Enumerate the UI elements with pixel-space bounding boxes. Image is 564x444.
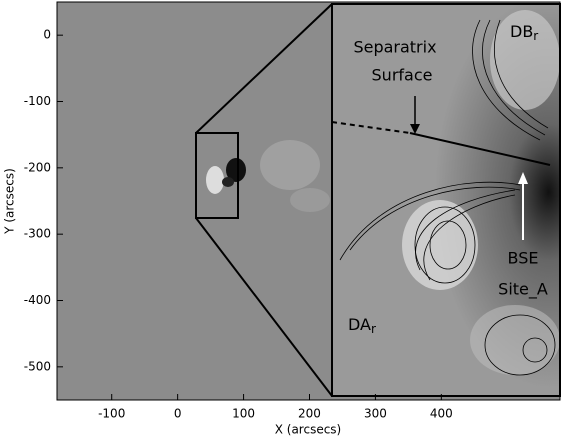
y-tick-label: -200 xyxy=(24,160,51,174)
x-tick-label: 0 xyxy=(174,407,182,421)
x-axis-label: X (arcsecs) xyxy=(275,423,342,437)
x-tick-label: 200 xyxy=(298,407,321,421)
plot-frame xyxy=(56,1,561,401)
zoom-line xyxy=(195,217,333,397)
annotation: DBr xyxy=(510,22,538,43)
y-tick-label: -300 xyxy=(24,227,51,241)
x-tick-label: 400 xyxy=(430,407,453,421)
annotation: Surface xyxy=(372,66,433,85)
zoom-line xyxy=(195,3,333,134)
zoom-box xyxy=(195,132,239,219)
y-tick-label: -500 xyxy=(24,359,51,373)
x-tick-label: 100 xyxy=(232,407,255,421)
annotation: Separatrix xyxy=(353,38,436,57)
y-axis-label: Y (arcsecs) xyxy=(3,168,17,235)
annotation: Site_A xyxy=(498,280,548,300)
y-tick-label: -100 xyxy=(24,94,51,108)
active-region xyxy=(206,140,330,212)
annotation: BSE xyxy=(508,249,539,268)
annotation: DAr xyxy=(348,315,376,336)
x-tick-label: 300 xyxy=(364,407,387,421)
y-tick-label: 0 xyxy=(43,28,51,42)
x-tick-label: -100 xyxy=(98,407,125,421)
y-tick-label: -400 xyxy=(24,293,51,307)
inset xyxy=(332,4,560,396)
